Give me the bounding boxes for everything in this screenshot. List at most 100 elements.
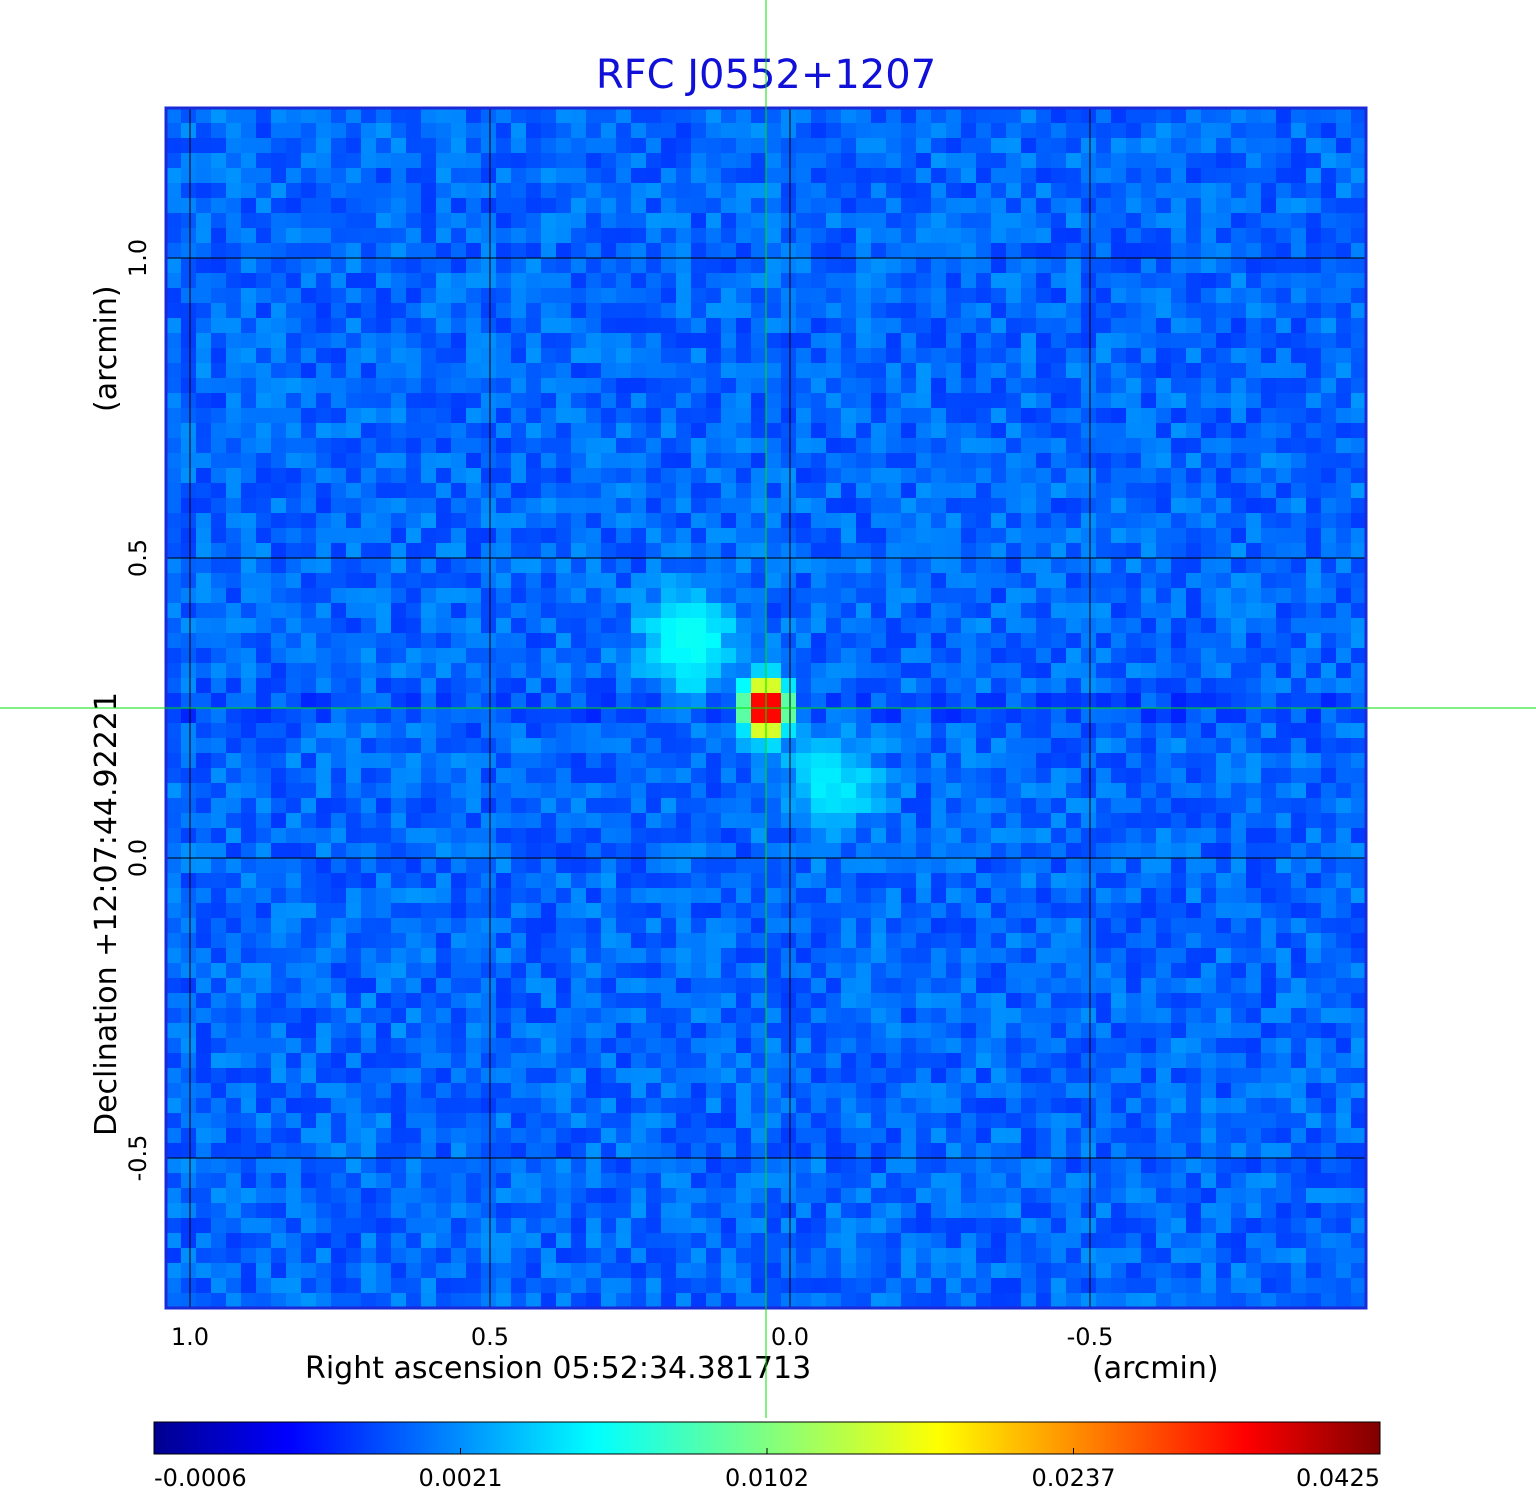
heatmap-cell <box>556 738 572 754</box>
heatmap-cell <box>1141 303 1157 319</box>
heatmap-cell <box>466 513 482 529</box>
heatmap-cell <box>196 873 212 889</box>
heatmap-cell <box>931 228 947 244</box>
heatmap-cell <box>1051 888 1067 904</box>
heatmap-cell <box>1051 108 1067 124</box>
heatmap-cell <box>1051 483 1067 499</box>
heatmap-cell <box>241 558 257 574</box>
heatmap-cell <box>676 903 692 919</box>
heatmap-cell <box>301 708 317 724</box>
heatmap-cell <box>766 903 782 919</box>
heatmap-cell <box>676 198 692 214</box>
heatmap-cell <box>241 573 257 589</box>
heatmap-cell <box>1201 813 1217 829</box>
heatmap-cell <box>1231 513 1247 529</box>
heatmap-cell <box>256 573 272 589</box>
heatmap-cell <box>1156 468 1172 484</box>
heatmap-cell <box>436 603 452 619</box>
heatmap-cell <box>331 618 347 634</box>
heatmap-cell <box>1171 813 1187 829</box>
heatmap-cell <box>961 573 977 589</box>
heatmap-cell <box>886 843 902 859</box>
heatmap-cell <box>706 1038 722 1054</box>
heatmap-cell <box>301 723 317 739</box>
heatmap-cell <box>526 498 542 514</box>
heatmap-cell <box>331 483 347 499</box>
heatmap-cell <box>1321 873 1337 889</box>
heatmap-cell <box>1141 648 1157 664</box>
heatmap-cell <box>166 678 182 694</box>
heatmap-cell <box>241 378 257 394</box>
heatmap-cell <box>511 453 527 469</box>
heatmap-cell <box>916 648 932 664</box>
heatmap-cell <box>736 138 752 154</box>
heatmap-cell <box>721 663 737 679</box>
heatmap-cell <box>871 408 887 424</box>
heatmap-cell <box>721 168 737 184</box>
heatmap-cell <box>511 348 527 364</box>
heatmap-cell <box>961 543 977 559</box>
heatmap-cell <box>781 468 797 484</box>
heatmap-cell <box>706 393 722 409</box>
heatmap-cell <box>976 828 992 844</box>
heatmap-cell <box>1201 648 1217 664</box>
heatmap-cell <box>1051 633 1067 649</box>
heatmap-cell <box>856 543 872 559</box>
heatmap-cell <box>1306 798 1322 814</box>
heatmap-cell <box>406 603 422 619</box>
heatmap-cell <box>616 933 632 949</box>
heatmap-cell <box>556 498 572 514</box>
heatmap-cell <box>646 288 662 304</box>
heatmap-cell <box>616 573 632 589</box>
heatmap-cell <box>601 633 617 649</box>
heatmap-cell <box>961 288 977 304</box>
heatmap-cell <box>571 633 587 649</box>
heatmap-cell <box>571 483 587 499</box>
heatmap-cell <box>871 363 887 379</box>
heatmap-cell <box>226 843 242 859</box>
heatmap-cell <box>751 918 767 934</box>
heatmap-cell <box>856 768 872 784</box>
heatmap-cell <box>1096 753 1112 769</box>
heatmap-cell <box>1096 603 1112 619</box>
heatmap-cell <box>1006 423 1022 439</box>
heatmap-cell <box>1156 258 1172 274</box>
heatmap-cell <box>421 213 437 229</box>
heatmap-cell <box>301 573 317 589</box>
heatmap-cell <box>1306 258 1322 274</box>
heatmap-cell <box>1186 648 1202 664</box>
heatmap-cell <box>1111 753 1127 769</box>
heatmap-cell <box>481 393 497 409</box>
heatmap-cell <box>691 843 707 859</box>
heatmap-cell <box>766 723 782 739</box>
heatmap-cell <box>916 138 932 154</box>
heatmap-cell <box>1246 723 1262 739</box>
heatmap-cell <box>901 828 917 844</box>
heatmap-cell <box>541 918 557 934</box>
heatmap-cell <box>976 783 992 799</box>
heatmap-cell <box>1321 498 1337 514</box>
heatmap-cell <box>961 903 977 919</box>
heatmap-cell <box>976 423 992 439</box>
heatmap-cell <box>1276 408 1292 424</box>
heatmap-cell <box>811 963 827 979</box>
heatmap-cell <box>256 198 272 214</box>
heatmap-cell <box>631 798 647 814</box>
heatmap-cell <box>736 768 752 784</box>
heatmap-cell <box>1051 873 1067 889</box>
heatmap-cell <box>511 888 527 904</box>
heatmap-cell <box>841 888 857 904</box>
heatmap-cell <box>616 438 632 454</box>
heatmap-cell <box>1291 948 1307 964</box>
heatmap-cell <box>826 858 842 874</box>
heatmap-cell <box>736 933 752 949</box>
heatmap-cell <box>1276 978 1292 994</box>
heatmap-cell <box>1066 903 1082 919</box>
heatmap-cell <box>1321 858 1337 874</box>
heatmap-cell <box>856 648 872 664</box>
heatmap-cell <box>901 333 917 349</box>
heatmap-cell <box>721 453 737 469</box>
heatmap-cell <box>1171 333 1187 349</box>
heatmap-cell <box>1216 693 1232 709</box>
heatmap-cell <box>1246 123 1262 139</box>
